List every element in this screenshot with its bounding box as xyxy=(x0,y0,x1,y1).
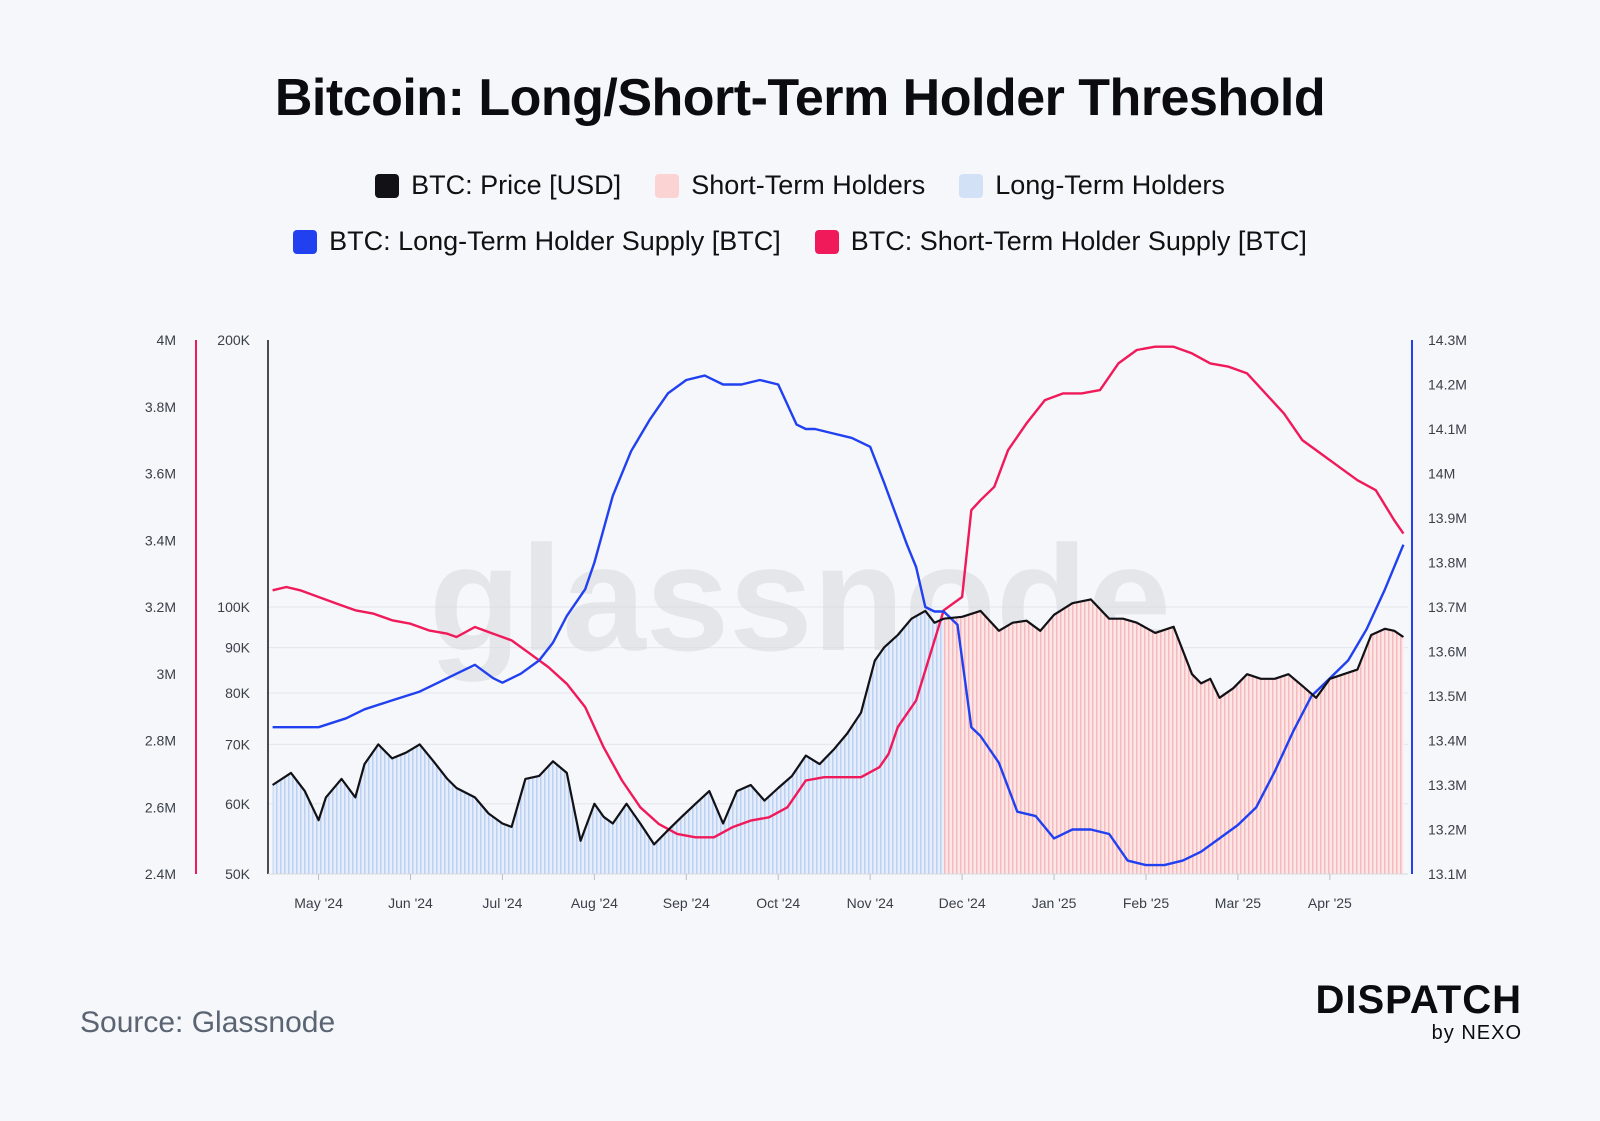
x-axis-tick-label: Oct '24 xyxy=(756,895,800,911)
series-lines xyxy=(271,345,1405,867)
legend-swatch-lth-area xyxy=(959,173,984,198)
price-axis-tick-label: 90K xyxy=(225,640,251,656)
x-axis-tick-label: Apr '25 xyxy=(1308,895,1352,911)
x-axis-tick-label: Feb '25 xyxy=(1123,895,1169,911)
legend-item-sth-area[interactable]: Short-Term Holders xyxy=(655,170,925,201)
holder-areas xyxy=(272,599,1404,874)
lth-axis-tick-label: 13.8M xyxy=(1428,555,1467,571)
lth-axis-tick-label: 13.6M xyxy=(1428,644,1467,660)
legend-row-1: BTC: Price [USD] Short-Term Holders Long… xyxy=(0,170,1600,201)
legend-label-sth-supply: BTC: Short-Term Holder Supply [BTC] xyxy=(850,226,1307,256)
brand-sub: by NEXO xyxy=(1431,1022,1522,1044)
legend-item-lth-area[interactable]: Long-Term Holders xyxy=(959,170,1225,201)
price-line xyxy=(271,598,1405,846)
legend-row-2: BTC: Long-Term Holder Supply [BTC] BTC: … xyxy=(0,226,1600,257)
x-axis-tick-label: Dec '24 xyxy=(939,895,986,911)
chart-title: Bitcoin: Long/Short-Term Holder Threshol… xyxy=(274,69,1326,127)
lth-axis-tick-label: 14M xyxy=(1428,466,1455,482)
lth-supply-line xyxy=(272,374,1405,867)
lth-axis-tick-label: 13.5M xyxy=(1428,688,1467,704)
price-axis-tick-label: 50K xyxy=(225,866,251,882)
x-axis-tick-label: Jul '24 xyxy=(482,895,522,911)
sth-axis-tick-label: 3.8M xyxy=(145,399,176,415)
legend-label-lth-supply: BTC: Long-Term Holder Supply [BTC] xyxy=(329,226,781,256)
legend-swatch-sth-supply xyxy=(814,229,839,254)
x-axis-tick-label: Mar '25 xyxy=(1215,895,1261,911)
lth-axis-tick-label: 13.2M xyxy=(1428,822,1467,838)
sth-axis-tick-label: 4M xyxy=(157,332,176,348)
lth-axis-tick-label: 14.2M xyxy=(1428,377,1467,393)
legend-item-price[interactable]: BTC: Price [USD] xyxy=(375,170,621,201)
sth-supply-line xyxy=(272,345,1405,839)
lth-axis-tick-label: 13.4M xyxy=(1428,733,1467,749)
axes: 200K 100K 90K 80K 70K 60K 50K 4M 3.8M 3.6M 3.4M 3.2… xyxy=(145,332,1467,911)
price-axis-tick-label: 200K xyxy=(217,332,250,348)
brand-logo: DISPATCH by NEXO xyxy=(1254,980,1522,1045)
source-note: Source: Glassnode xyxy=(80,1006,336,1039)
sth-axis-tick-label: 3.2M xyxy=(145,599,176,615)
x-axis-tick-label: Jan '25 xyxy=(1032,895,1077,911)
legend-swatch-sth-area xyxy=(655,173,680,198)
x-axis-tick-label: Nov '24 xyxy=(847,895,894,911)
legend-swatch-price xyxy=(375,173,400,198)
sth-holders-area xyxy=(943,599,1404,874)
lth-axis-tick-label: 13.9M xyxy=(1428,510,1467,526)
legend-label-sth-area: Short-Term Holders xyxy=(691,170,926,200)
sth-axis-tick-label: 2.4M xyxy=(145,866,176,882)
x-axis-tick-label: Jun '24 xyxy=(388,895,433,911)
brand-name: DISPATCH xyxy=(1315,978,1522,1022)
price-axis-tick-label: 80K xyxy=(225,685,251,701)
sth-axis-tick-label: 3M xyxy=(157,666,176,682)
legend-label-price: BTC: Price [USD] xyxy=(411,170,622,200)
legend-item-sth-supply[interactable]: BTC: Short-Term Holder Supply [BTC] xyxy=(814,226,1307,257)
sth-axis-tick-label: 3.6M xyxy=(145,466,176,482)
price-axis-tick-label: 70K xyxy=(225,736,251,752)
price-axis-tick-label: 100K xyxy=(217,599,250,615)
legend-swatch-lth-supply xyxy=(293,229,318,254)
lth-holders-area xyxy=(272,610,944,874)
lth-axis-tick-label: 13.1M xyxy=(1428,866,1467,882)
x-axis-tick-label: May '24 xyxy=(294,895,343,911)
price-axis-tick-label: 60K xyxy=(225,796,251,812)
sth-axis-tick-label: 2.8M xyxy=(145,733,176,749)
lth-axis-tick-label: 14.3M xyxy=(1428,332,1467,348)
lth-axis-tick-label: 13.3M xyxy=(1428,777,1467,793)
x-axis-tick-label: Sep '24 xyxy=(663,895,710,911)
lth-axis-tick-label: 13.7M xyxy=(1428,599,1467,615)
sth-axis-tick-label: 2.6M xyxy=(145,799,176,815)
lth-axis-tick-label: 14.1M xyxy=(1428,421,1467,437)
x-axis-tick-label: Aug '24 xyxy=(571,895,618,911)
legend-item-lth-supply[interactable]: BTC: Long-Term Holder Supply [BTC] xyxy=(293,226,781,257)
sth-axis-tick-label: 3.4M xyxy=(145,532,176,548)
legend-label-lth-area: Long-Term Holders xyxy=(995,170,1225,200)
